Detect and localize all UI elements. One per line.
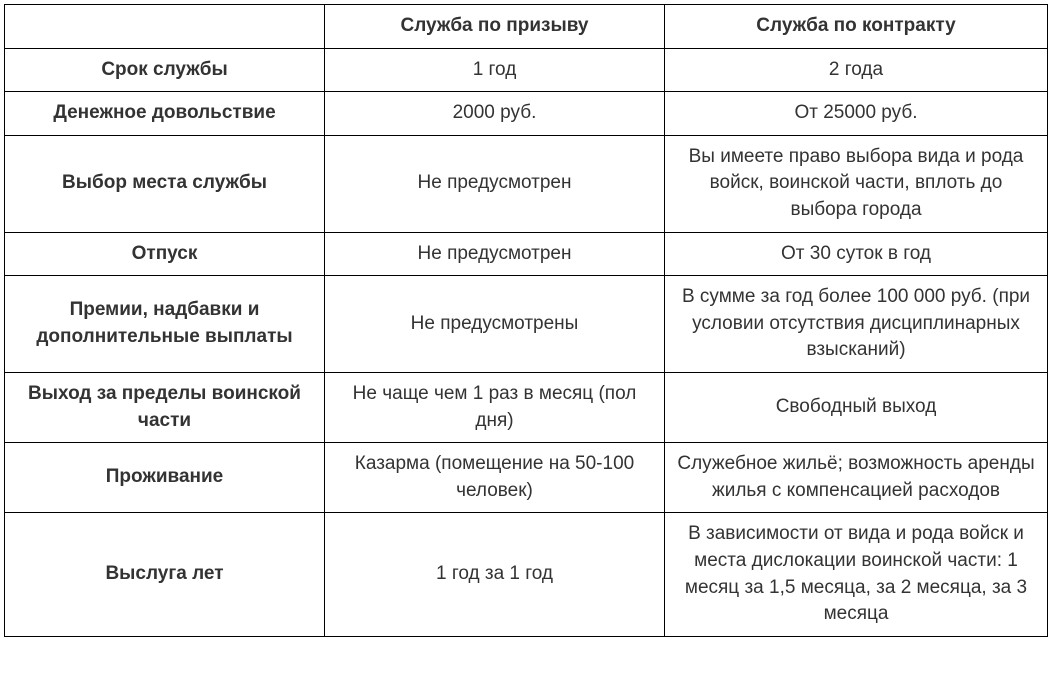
- cell-conscript: Не предусмотрены: [325, 276, 665, 373]
- table-row: Премии, надбавки и дополнительные выплат…: [5, 276, 1048, 373]
- cell-conscript: 1 год за 1 год: [325, 513, 665, 636]
- header-empty: [5, 5, 325, 49]
- cell-conscript: 2000 руб.: [325, 92, 665, 136]
- cell-contract: 2 года: [665, 48, 1048, 92]
- row-label: Выслуга лет: [5, 513, 325, 636]
- cell-contract: От 25000 руб.: [665, 92, 1048, 136]
- table-row: Денежное довольствие 2000 руб. От 25000 …: [5, 92, 1048, 136]
- cell-conscript: Не чаще чем 1 раз в месяц (пол дня): [325, 372, 665, 442]
- cell-conscript: Не предусмотрен: [325, 135, 665, 232]
- cell-contract: В сумме за год более 100 000 руб. (при у…: [665, 276, 1048, 373]
- cell-conscript: 1 год: [325, 48, 665, 92]
- cell-contract: Свободный выход: [665, 372, 1048, 442]
- table-row: Срок службы 1 год 2 года: [5, 48, 1048, 92]
- cell-contract: Вы имеете право выбора вида и рода войск…: [665, 135, 1048, 232]
- table-row: Выход за пределы воинской части Не чаще …: [5, 372, 1048, 442]
- row-label: Срок службы: [5, 48, 325, 92]
- cell-conscript: Казарма (помещение на 50-100 человек): [325, 443, 665, 513]
- table-row: Проживание Казарма (помещение на 50-100 …: [5, 443, 1048, 513]
- cell-contract: В зависимости от вида и рода войск и мес…: [665, 513, 1048, 636]
- row-label: Денежное довольствие: [5, 92, 325, 136]
- row-label: Выход за пределы воинской части: [5, 372, 325, 442]
- cell-contract: От 30 суток в год: [665, 232, 1048, 276]
- row-label: Выбор места службы: [5, 135, 325, 232]
- row-label: Отпуск: [5, 232, 325, 276]
- comparison-table: Служба по призыву Служба по контракту Ср…: [4, 4, 1048, 637]
- table-header-row: Служба по призыву Служба по контракту: [5, 5, 1048, 49]
- cell-conscript: Не предусмотрен: [325, 232, 665, 276]
- table-row: Выбор места службы Не предусмотрен Вы им…: [5, 135, 1048, 232]
- table-row: Отпуск Не предусмотрен От 30 суток в год: [5, 232, 1048, 276]
- table-row: Выслуга лет 1 год за 1 год В зависимости…: [5, 513, 1048, 636]
- header-contract: Служба по контракту: [665, 5, 1048, 49]
- cell-contract: Служебное жильё; возможность аренды жиль…: [665, 443, 1048, 513]
- header-conscript: Служба по призыву: [325, 5, 665, 49]
- row-label: Проживание: [5, 443, 325, 513]
- row-label: Премии, надбавки и дополнительные выплат…: [5, 276, 325, 373]
